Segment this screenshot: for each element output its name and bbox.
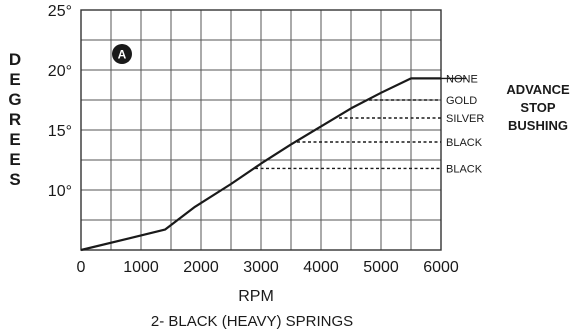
x-tick-label: 0: [77, 259, 86, 276]
x-tick-label: 6000: [423, 259, 459, 276]
x-axis-title: RPM: [238, 288, 274, 305]
grid: [80, 9, 442, 251]
y-tick-label: 25°: [48, 3, 72, 20]
legend-line-3: BUSHING: [508, 118, 568, 133]
advance-curve-line: [80, 77, 441, 252]
legend-line-1: ADVANCE: [506, 82, 570, 97]
y-tick-label: 20°: [48, 63, 72, 80]
y-axis-title-letter: D: [9, 50, 21, 69]
badge-circle: [112, 44, 132, 64]
y-axis-title-letter: E: [9, 150, 20, 169]
y-axis-title-letter: E: [9, 70, 20, 89]
badge: A: [112, 44, 132, 64]
stop-label-silver: SILVER: [446, 113, 484, 125]
y-tick-label: 10°: [48, 183, 72, 200]
stop-label-gold: GOLD: [446, 95, 477, 107]
legend: ADVANCE STOP BUSHING: [506, 82, 570, 133]
y-axis-title-letter: G: [8, 90, 21, 109]
x-tick-label: 3000: [243, 259, 279, 276]
y-tick-label: 15°: [48, 123, 72, 140]
x-tick-label: 5000: [363, 259, 399, 276]
x-tick-label: 4000: [303, 259, 339, 276]
chart-caption: 2- BLACK (HEAVY) SPRINGS: [151, 313, 353, 330]
tick-labels: 0 1000 2000 3000 4000 5000 6000 10° 15° 20° 25°: [48, 3, 459, 276]
y-axis-title-letter: R: [9, 110, 21, 129]
badge-label: A: [118, 48, 127, 62]
plot-frame: [80, 9, 442, 251]
x-tick-label: 1000: [123, 259, 159, 276]
stop-label-black: BLACK: [446, 137, 483, 149]
stop-bushing-lines: NONE GOLD SILVER BLACK BLACK: [255, 73, 484, 175]
y-axis-title-letter: E: [9, 130, 20, 149]
stop-label-black: BLACK: [446, 163, 483, 175]
legend-line-2: STOP: [520, 100, 555, 115]
stop-label-none: NONE: [446, 73, 478, 85]
y-axis-title-letter: S: [9, 170, 20, 189]
x-tick-label: 2000: [183, 259, 219, 276]
